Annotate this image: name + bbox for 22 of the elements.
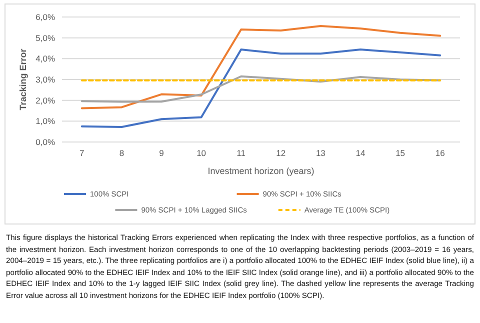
- x-tick-label: 10: [196, 148, 206, 158]
- x-tick-label: 8: [119, 148, 124, 158]
- x-tick-label: 12: [276, 148, 286, 158]
- y-tick-label: 6,0%: [36, 12, 56, 22]
- x-tick-label: 15: [396, 148, 406, 158]
- x-axis-title: Investment horizon (years): [208, 166, 314, 176]
- line-series: [80, 48, 442, 128]
- y-tick-label: 2,0%: [36, 95, 56, 106]
- x-tick-label: 14: [356, 148, 366, 158]
- y-axis-title: Tracking Error: [18, 48, 28, 110]
- line-series: [80, 24, 442, 110]
- x-tick-label: 13: [316, 148, 326, 158]
- x-tick-label: 11: [236, 148, 246, 158]
- y-tick-label: 3,0%: [36, 74, 56, 84]
- x-tick-label: 9: [159, 148, 164, 158]
- x-tick-label: 16: [435, 148, 446, 158]
- line-series: [80, 75, 442, 103]
- y-tick-label: 1,0%: [36, 116, 56, 126]
- x-tick-label: 7: [80, 148, 85, 158]
- y-tick-label: 5,0%: [36, 32, 56, 43]
- y-tick-label: 0,0%: [36, 136, 56, 147]
- y-tick-label: 4,0%: [36, 54, 56, 64]
